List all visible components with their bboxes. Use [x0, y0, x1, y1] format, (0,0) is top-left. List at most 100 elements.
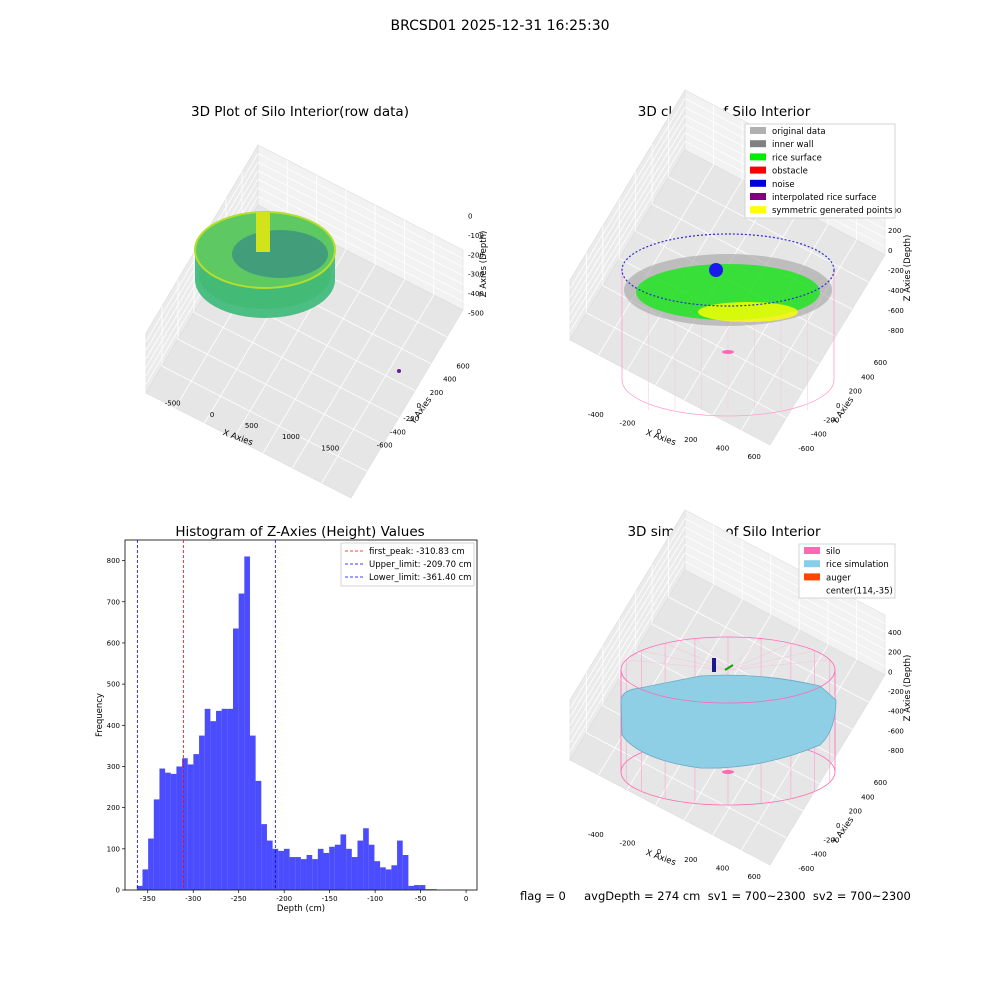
raw-grid-line [262, 264, 376, 454]
histogram-y-tick-label: 0 [116, 887, 120, 895]
histogram-bar [255, 780, 262, 890]
classify-y-tick-label: 0 [836, 402, 840, 410]
simulation-grid-line [598, 584, 714, 776]
histogram-bar [148, 838, 154, 890]
raw-obstacle-column [256, 212, 270, 252]
classify-z-tick-label: -600 [888, 307, 904, 315]
classify-x-tick-label: 400 [716, 445, 729, 453]
classify-y-tick-label: -400 [811, 431, 827, 439]
simulation-grid-line [586, 732, 787, 839]
classify-legend-label: rice surface [772, 153, 822, 163]
histogram-bar [329, 846, 335, 890]
raw-grid-line [292, 279, 405, 469]
raw-y-tick-label: 400 [443, 376, 456, 384]
classify-y-tick-label: -600 [798, 445, 814, 453]
histogram-bar [431, 889, 437, 890]
histogram-bar [159, 768, 166, 890]
histogram-y-tick-label: 800 [107, 557, 120, 565]
histogram-bar [204, 708, 211, 890]
figure-title: BRCSD01 2025-12-31 16:25:30 [390, 18, 610, 34]
raw-y-tick-label: -200 [403, 415, 419, 423]
histogram-bar [385, 869, 392, 890]
simulation-y-tick-label: -200 [823, 836, 839, 844]
raw-y-tick-label: 0 [417, 402, 421, 410]
histogram-bar [210, 721, 217, 890]
classify-grid-line [569, 106, 686, 298]
classify-legend-label: symmetric generated points [772, 206, 893, 216]
histogram-bar [182, 758, 188, 890]
simulation-grid-line [684, 561, 886, 667]
raw-inner-surface-cloud [232, 230, 328, 278]
histogram-bar [193, 754, 200, 890]
histogram-bar [227, 708, 234, 890]
classify-legend-swatch [750, 127, 766, 134]
classify-grid-line [569, 124, 686, 315]
classify-symmetric-points-region [698, 302, 798, 322]
histogram-bar [346, 848, 352, 890]
simulation-x-tick-label: -200 [620, 840, 636, 848]
simulation-legend-swatch [804, 573, 820, 581]
simulation-grid-line [569, 561, 686, 752]
classify-legend-label: inner wall [772, 140, 813, 150]
histogram-x-tick-label: -200 [276, 895, 292, 903]
histogram-x-tick-label: -50 [415, 895, 426, 903]
histogram-bar [216, 710, 222, 890]
raw-y-tick-label: 200 [430, 389, 443, 397]
histogram-bar [334, 844, 341, 890]
histogram-title: Histogram of Z-Axies (Height) Values [175, 524, 425, 540]
classify-x-tick-label: 200 [684, 436, 697, 444]
simulation-silo-spoke [727, 659, 830, 671]
simulation-x-tick-label: 200 [684, 856, 697, 864]
histogram-bar [142, 869, 149, 890]
raw-x-tick-label: -500 [165, 400, 181, 408]
classify-legend-label: obstacle [772, 167, 808, 177]
status-footer: flag = 0 avgDepth = 274 cm sv1 = 700~230… [520, 889, 911, 903]
classify-noise-ring [621, 233, 835, 307]
classify-z-tick-label: -400 [888, 287, 904, 295]
simulation-z-axis-label: Z Axies (Depth) [903, 655, 913, 722]
histogram-bar [187, 764, 194, 890]
classify-grid-line [569, 141, 686, 332]
histogram-bar [391, 865, 398, 890]
histogram-y-tick-label: 400 [107, 722, 120, 730]
histogram-bar [238, 593, 245, 890]
simulation-y-tick-label: 400 [861, 793, 874, 801]
raw-plot-title: 3D Plot of Silo Interior(row data) [191, 104, 409, 120]
simulation-silo-top-ring [620, 636, 836, 704]
classify-z-tick-label: 200 [888, 227, 901, 235]
histogram-bar [283, 848, 290, 890]
histogram-bar [306, 855, 313, 890]
histogram-bar [351, 857, 358, 890]
histogram-bar [357, 840, 364, 890]
histogram-bar [249, 735, 256, 890]
simulation-x-tick-label: -400 [588, 831, 604, 839]
raw-y-axis-label: Y Axies [408, 395, 435, 427]
histogram-bar [272, 848, 279, 890]
histogram-bar [176, 766, 183, 890]
histogram-x-tick-label: -150 [322, 895, 338, 903]
classify-silo-wireframe [621, 270, 835, 417]
classify-legend-swatch [750, 179, 766, 187]
raw-z-tick-label: -200 [468, 251, 484, 259]
raw-axes-frame [145, 143, 464, 499]
classify-x-tick-label: -200 [620, 420, 636, 428]
simulation-auger [712, 658, 716, 672]
histogram-bar [380, 867, 386, 890]
histogram-bar [199, 735, 205, 890]
raw-z-tick-label: -100 [468, 232, 484, 240]
histogram-bar [289, 857, 296, 890]
simulation-grid-line [569, 518, 686, 709]
histogram-bar [363, 828, 369, 890]
classify-bottom-marker [722, 350, 734, 354]
simulation-grid-line [741, 659, 857, 851]
raw-z-tick-label: -400 [468, 290, 484, 298]
classify-y-tick-label: 600 [874, 359, 887, 367]
histogram-bar [317, 848, 324, 890]
raw-grid-line [177, 338, 384, 445]
histogram-bar [340, 834, 347, 890]
histogram-bar [266, 840, 273, 890]
simulation-legend-label: auger [826, 573, 851, 583]
simulation-legend-label: center(114,-35) [826, 587, 893, 597]
classify-z-tick-label: 0 [888, 247, 892, 255]
